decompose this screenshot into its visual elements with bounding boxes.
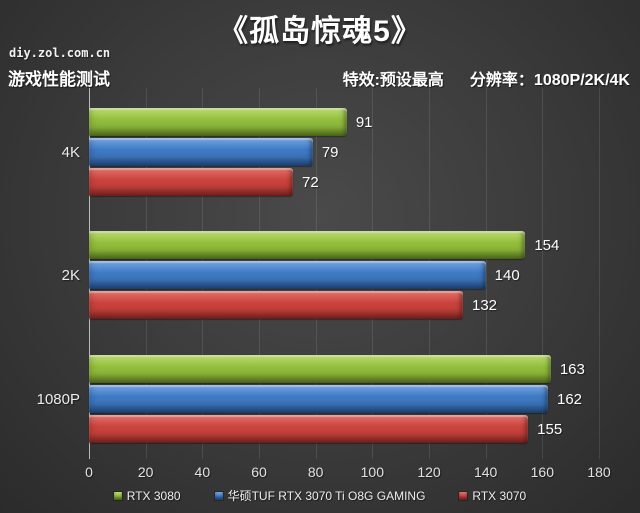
legend-label: 华硕TUF RTX 3070 Ti O8G GAMING <box>227 489 426 503</box>
gridline <box>599 88 600 459</box>
x-tick-label: 160 <box>530 464 555 480</box>
bar-value-label: 154 <box>534 236 560 254</box>
chart-legend: RTX 3080 华硕TUF RTX 3070 Ti O8G GAMING RTX … <box>0 487 640 504</box>
bar-rtx-3070 <box>89 415 529 443</box>
x-tick-label: 100 <box>360 464 385 480</box>
bar-value-label: 140 <box>494 266 520 284</box>
bar-group-4k: 4K 91 79 72 <box>0 107 640 197</box>
subtitle-settings: 特效:预设最高 分辨率：1080P/2K/4K <box>343 66 630 90</box>
legend-swatch-icon <box>459 491 468 500</box>
bar-rtx-3080 <box>89 108 347 136</box>
gridline <box>542 88 544 459</box>
bar-group-2k: 2K 154 140 132 <box>0 230 640 320</box>
bar-value-label: 91 <box>355 113 373 131</box>
bar-rtx-3080 <box>89 355 551 383</box>
bar-value-label: 162 <box>557 390 583 408</box>
category-label: 4K <box>61 143 80 161</box>
bar-group-1080p: 1080P 163 162 155 <box>0 354 640 444</box>
bar-value-label: 132 <box>472 296 498 314</box>
bar-row: 91 <box>89 107 640 137</box>
legend-item: RTX 3080 <box>113 488 181 503</box>
subtitle-effects: 特效:预设最高 <box>342 72 444 89</box>
x-tick-label: 0 <box>85 464 93 480</box>
x-tick-label: 40 <box>194 464 211 480</box>
page-title: 《孤岛惊魂5》 <box>218 15 422 48</box>
x-tick-label: 180 <box>587 464 611 480</box>
legend-label: RTX 3070 <box>472 488 527 503</box>
bar-chart-plot-area: 0 20 40 60 80 100 120 140 160 180 4K 91 79 72 2K 154 140… <box>0 88 640 480</box>
bar-row: 162 <box>89 384 640 414</box>
bar-value-label: 79 <box>321 143 339 161</box>
x-tick-label: 140 <box>473 464 498 480</box>
x-tick-label: 20 <box>137 464 154 480</box>
legend-item: RTX 3070 <box>459 489 526 503</box>
bar-row: 163 <box>89 354 640 384</box>
watermark-text: diy.zol.com.cn <box>9 46 111 60</box>
legend-swatch-icon <box>113 491 122 500</box>
category-label: 2K <box>61 266 80 284</box>
bar-rtx-3080 <box>89 231 526 259</box>
bar-rtx-3070 <box>89 291 463 319</box>
subtitle-test-type: 游戏性能测试 <box>8 70 110 89</box>
bar--tuf-rtx-3070-ti-o8g-gaming <box>89 138 313 166</box>
bar-row: 155 <box>89 414 640 444</box>
bar-row: 79 <box>89 137 640 167</box>
x-tick-label: 80 <box>307 464 324 480</box>
bar--tuf-rtx-3070-ti-o8g-gaming <box>89 385 548 413</box>
legend-swatch-icon <box>214 491 223 500</box>
legend-item: 华硕TUF RTX 3070 Ti O8G GAMING <box>214 487 426 504</box>
bar-row: 154 <box>89 230 640 260</box>
legend-label: RTX 3080 <box>126 488 181 503</box>
bar-rtx-3070 <box>89 168 293 196</box>
category-label: 1080P <box>36 390 80 408</box>
gridline <box>485 88 487 459</box>
x-tick-label: 60 <box>251 464 267 480</box>
bar-row: 132 <box>89 290 640 320</box>
subtitle-resolution: 分辨率：1080P/2K/4K <box>469 72 630 89</box>
bar-row: 140 <box>89 260 640 290</box>
bar-row: 72 <box>89 167 640 197</box>
bar--tuf-rtx-3070-ti-o8g-gaming <box>89 261 486 289</box>
bar-value-label: 155 <box>537 420 563 438</box>
bar-value-label: 72 <box>302 173 319 191</box>
bar-value-label: 163 <box>559 360 585 378</box>
x-tick-label: 120 <box>417 464 441 480</box>
